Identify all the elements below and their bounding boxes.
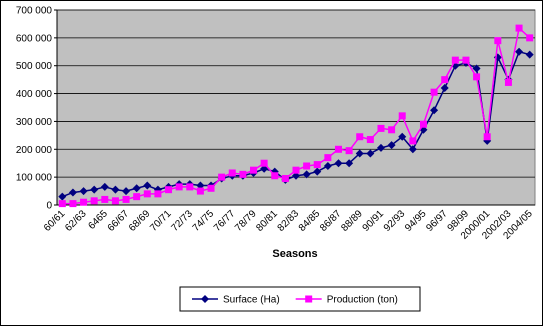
y-tick-label: 700 000 [16,6,53,17]
point [292,166,300,174]
point [387,141,396,150]
point [419,125,428,134]
point [302,170,311,179]
point [334,159,343,168]
x-axis-title: Seasons [272,248,317,260]
point [430,88,438,96]
point [483,133,491,141]
point [334,145,342,153]
point [324,154,332,162]
point [303,162,311,170]
y-tick-label: 300 000 [16,117,53,128]
point [186,183,194,191]
point [143,181,152,190]
point [398,132,407,141]
point [175,183,183,191]
point [356,133,364,141]
point [462,56,470,64]
point [218,173,226,181]
point [281,175,289,183]
point [355,149,364,158]
point [133,193,141,201]
y-tick-label: 0 [46,201,52,212]
point [58,192,67,201]
point [122,195,130,203]
point [239,170,247,178]
point [90,197,98,205]
point [504,78,512,86]
y-tick-label: 500 000 [16,61,53,72]
point [441,76,449,84]
point [515,24,523,32]
point [101,195,109,203]
point [398,112,406,120]
point [292,171,300,180]
point [58,200,66,208]
point [376,143,385,152]
point [111,197,119,205]
point [345,147,353,155]
point [196,181,205,190]
point [260,164,269,173]
point [494,37,502,45]
point [313,161,321,169]
point [366,136,374,144]
point [100,182,109,191]
point [196,187,204,195]
point [69,200,77,208]
point [323,162,332,170]
point [419,120,427,128]
point [515,47,524,56]
point [345,159,354,168]
y-tick-label: 200 000 [16,145,53,156]
point [165,186,173,194]
y-tick-label: 100 000 [16,173,53,184]
point [68,188,77,197]
point [388,126,396,134]
point [366,149,375,158]
point [228,169,236,177]
legend-label: Production (ton) [327,295,398,306]
point [440,84,449,92]
point [154,190,162,198]
legend-label: Surface (Ha) [223,295,280,306]
point [201,295,209,303]
point [409,137,417,145]
point [111,185,120,194]
point [526,34,534,42]
point [313,167,322,176]
point [305,295,313,303]
point [271,172,279,180]
y-tick-label: 600 000 [16,33,53,44]
point [122,187,131,196]
point [90,185,99,194]
point [451,56,459,64]
point [250,166,258,174]
point [80,198,88,206]
point [430,106,439,115]
point [132,184,141,193]
point [473,73,481,81]
point [207,184,215,192]
point [377,124,385,132]
point [525,50,534,59]
y-tick-label: 400 000 [16,89,53,100]
point [472,64,481,73]
point [143,190,151,198]
point [79,187,88,196]
point [260,159,268,167]
point [408,145,417,154]
